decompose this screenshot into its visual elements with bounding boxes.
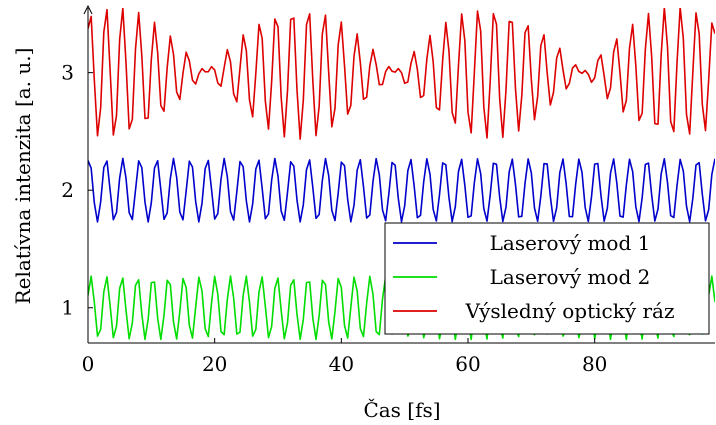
y-tick-label: 3 (61, 61, 74, 85)
series-beat-line (88, 8, 715, 140)
legend-box (384, 222, 710, 335)
y-tick-label: 2 (61, 178, 74, 202)
ticks-layer: 0 20 40 60 80 1 2 3 (61, 61, 607, 376)
x-axis-label: Čas [fs] (363, 397, 440, 422)
legend-entry-mode-2: Laserový mod 2 (393, 265, 650, 289)
legend-entry-beat: Výsledný optický ráz (393, 299, 675, 323)
x-tick-label: 0 (82, 352, 95, 376)
legend-label-mode-2: Laserový mod 2 (490, 265, 651, 289)
x-tick-label: 40 (329, 352, 354, 376)
legend-entry-mode-1: Laserový mod 1 (393, 231, 650, 255)
series-mode-1-line (88, 157, 715, 223)
legend-label-beat: Výsledný optický ráz (464, 299, 674, 323)
x-tick-label: 20 (202, 352, 227, 376)
y-axis-arrow (83, 4, 93, 15)
legend-label-mode-1: Laserový mod 1 (490, 231, 651, 255)
y-tick-label: 1 (61, 296, 74, 320)
legend: Laserový mod 1 Laserový mod 2 Výsledný o… (384, 222, 710, 335)
x-tick-label: 80 (582, 352, 607, 376)
x-tick-label: 60 (455, 352, 480, 376)
axes-layer (83, 4, 715, 344)
y-axis-label: Relatívna intenzita [a. u.] (11, 48, 35, 305)
